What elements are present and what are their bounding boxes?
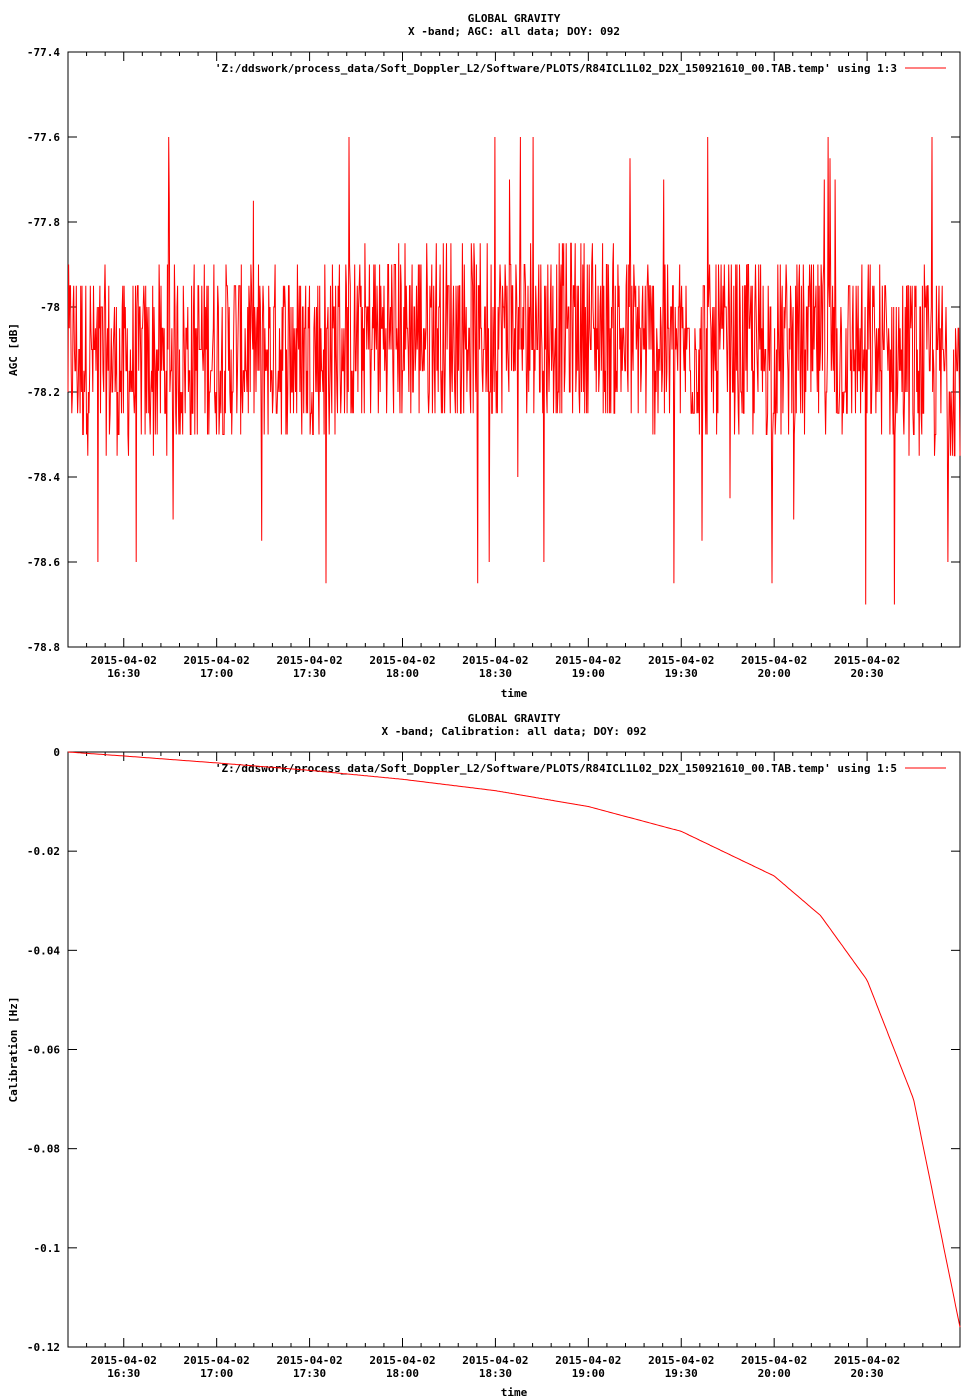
x-tick-label-date: 2015-04-02 [741,654,807,667]
x-tick-label-date: 2015-04-02 [276,654,342,667]
x-tick-label-time: 18:00 [386,1367,419,1380]
x-tick-label-time: 20:00 [758,667,791,680]
x-tick-label-time: 19:30 [665,667,698,680]
x-tick-label-time: 17:30 [293,1367,326,1380]
y-tick-label: -0.04 [27,944,60,957]
x-tick-label-date: 2015-04-02 [555,1354,621,1367]
x-tick-label-time: 19:00 [572,1367,605,1380]
x-tick-label-date: 2015-04-02 [184,1354,250,1367]
y-tick-label: 0 [53,746,60,759]
x-tick-label-date: 2015-04-02 [648,654,714,667]
y-tick-label: -0.02 [27,845,60,858]
x-tick-label-time: 18:00 [386,667,419,680]
chart-subtitle: X -band; AGC: all data; DOY: 092 [408,25,620,38]
x-tick-label-date: 2015-04-02 [648,1354,714,1367]
y-tick-label: -0.08 [27,1143,60,1156]
series-line [67,136,961,605]
y-tick-label: -77.8 [27,216,60,229]
x-tick-label-time: 16:30 [107,667,140,680]
x-axis-label: time [501,687,528,700]
x-tick-label-date: 2015-04-02 [91,1354,157,1367]
y-tick-label: -77.4 [27,46,60,59]
x-tick-label-date: 2015-04-02 [91,654,157,667]
x-tick-label-time: 20:30 [851,1367,884,1380]
x-tick-label-date: 2015-04-02 [834,1354,900,1367]
y-tick-label: -0.1 [34,1242,61,1255]
x-tick-label-date: 2015-04-02 [555,654,621,667]
x-tick-label-time: 19:30 [665,1367,698,1380]
x-tick-label-time: 17:00 [200,1367,233,1380]
y-tick-label: -0.06 [27,1044,60,1057]
chart-title: GLOBAL GRAVITY [468,712,561,725]
x-tick-label-time: 16:30 [107,1367,140,1380]
x-tick-label-date: 2015-04-02 [369,1354,435,1367]
y-axis-label: AGC [dB] [7,323,20,376]
y-tick-label: -78.2 [27,386,60,399]
x-tick-label-time: 17:00 [200,667,233,680]
x-tick-label-date: 2015-04-02 [462,1354,528,1367]
x-tick-label-date: 2015-04-02 [834,654,900,667]
legend-label: 'Z:/ddswork/process_data/Soft_Doppler_L2… [215,762,897,775]
x-tick-label-date: 2015-04-02 [462,654,528,667]
y-tick-label: -78.4 [27,471,60,484]
legend-label: 'Z:/ddswork/process_data/Soft_Doppler_L2… [215,62,897,75]
x-tick-label-date: 2015-04-02 [184,654,250,667]
x-tick-label-time: 18:30 [479,667,512,680]
chart-title: GLOBAL GRAVITY [468,12,561,25]
series-line [67,751,961,1328]
y-tick-label: -78 [40,301,60,314]
plot-frame [67,751,961,1348]
x-tick-label-time: 20:30 [851,667,884,680]
y-tick-label: -77.6 [27,131,60,144]
x-tick-label-date: 2015-04-02 [369,654,435,667]
x-tick-label-time: 20:00 [758,1367,791,1380]
x-tick-label-time: 17:30 [293,667,326,680]
y-tick-label: -0.12 [27,1341,60,1354]
x-axis-label: time [501,1386,528,1399]
x-tick-label-date: 2015-04-02 [276,1354,342,1367]
y-axis-label: Calibration [Hz] [7,997,20,1103]
x-tick-label-date: 2015-04-02 [741,1354,807,1367]
y-tick-label: -78.6 [27,556,60,569]
x-tick-label-time: 18:30 [479,1367,512,1380]
chart-subtitle: X -band; Calibration: all data; DOY: 092 [382,725,647,738]
x-tick-label-time: 19:00 [572,667,605,680]
y-tick-label: -78.8 [27,641,60,654]
